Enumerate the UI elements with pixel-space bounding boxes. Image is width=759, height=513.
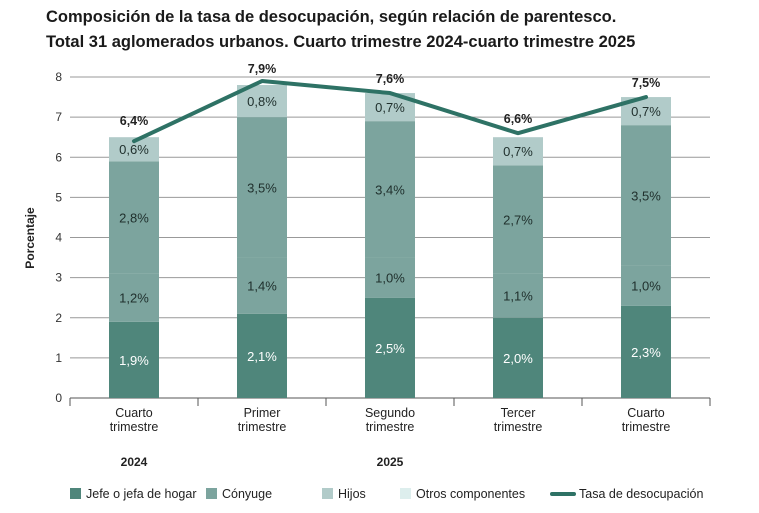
bar-segment [365,121,415,258]
year-label: 2025 [377,455,404,469]
x-tick-label: trimestre [622,420,671,434]
x-tick-label: trimestre [366,420,415,434]
y-tick-label: 7 [55,110,62,124]
chart-subtitle: Total 31 aglomerados urbanos. Cuarto tri… [46,33,636,51]
legend-label: Jefe o jefa de hogar [86,487,197,501]
bar-label: 2,1% [247,349,277,364]
x-tick-label: Cuarto [115,406,153,420]
legend-label: Tasa de desocupación [579,487,703,501]
bar-label: 1,2% [119,291,149,306]
x-tick-label: Cuarto [627,406,665,420]
legend-swatch [70,488,81,499]
bar-label: 0,8% [247,94,277,109]
y-tick-label: 1 [55,351,62,365]
bar-segment [365,297,415,398]
bar-segment [621,125,671,266]
line-label: 7,5% [632,76,661,90]
bar-label: 3,4% [375,182,405,197]
bar-segment [237,257,287,314]
bar-label: 3,5% [631,188,661,203]
legend-swatch [400,488,411,499]
bar-label: 2,3% [631,345,661,360]
x-tick-label: trimestre [110,420,159,434]
legend-label: Hijos [338,487,366,501]
x-tick-label: trimestre [494,420,543,434]
bar-label: 2,8% [119,210,149,225]
legend-swatch [322,488,333,499]
x-tick-label: Primer [244,406,281,420]
bar-label: 0,7% [503,144,533,159]
chart-title: Composición de la tasa de desocupación, … [46,8,617,26]
line-series [132,79,648,144]
bar-label: 1,4% [247,279,277,294]
y-tick-label: 2 [55,311,62,325]
bar-segment [237,117,287,258]
legend-swatch [206,488,217,499]
bar-segment [365,257,415,298]
bar-label: 0,7% [375,100,405,115]
y-tick-label: 5 [55,190,62,204]
bar-segment [493,273,543,318]
x-tick-label: Tercer [501,406,536,420]
x-tick-label: trimestre [238,420,287,434]
year-label: 2024 [121,455,148,469]
bar-segment [109,321,159,398]
bar-label: 0,6% [119,142,149,157]
y-tick-label: 3 [55,271,62,285]
bar-segment [109,161,159,274]
bar-label: 0,7% [631,104,661,119]
x-tick-label: Segundo [365,406,415,420]
y-tick-label: 4 [55,231,62,245]
bar-segment [621,305,671,398]
bar-segment [237,313,287,398]
bar-label: 2,0% [503,351,533,366]
bar-segment [109,273,159,322]
bar-label: 1,0% [375,271,405,286]
bar-label: 2,7% [503,212,533,227]
bar-segment [493,137,543,166]
legend-label: Cónyuge [222,487,272,501]
y-tick-label: 6 [55,150,62,164]
bar-label: 1,1% [503,289,533,304]
bar-label: 2,5% [375,341,405,356]
legend-label: Otros componentes [416,487,525,501]
line-label: 6,6% [504,112,533,126]
y-axis-label: Porcentaje [23,207,37,269]
bar-label: 3,5% [247,180,277,195]
bar-segment [493,317,543,398]
bar-segment [493,165,543,274]
y-tick-label: 0 [55,391,62,405]
bar-label: 1,0% [631,279,661,294]
line-label: 6,4% [120,114,149,128]
bar-segment [621,265,671,306]
bar-label: 1,9% [119,353,149,368]
y-tick-label: 8 [55,70,62,84]
line-label: 7,9% [248,62,277,76]
line-label: 7,6% [376,72,405,86]
